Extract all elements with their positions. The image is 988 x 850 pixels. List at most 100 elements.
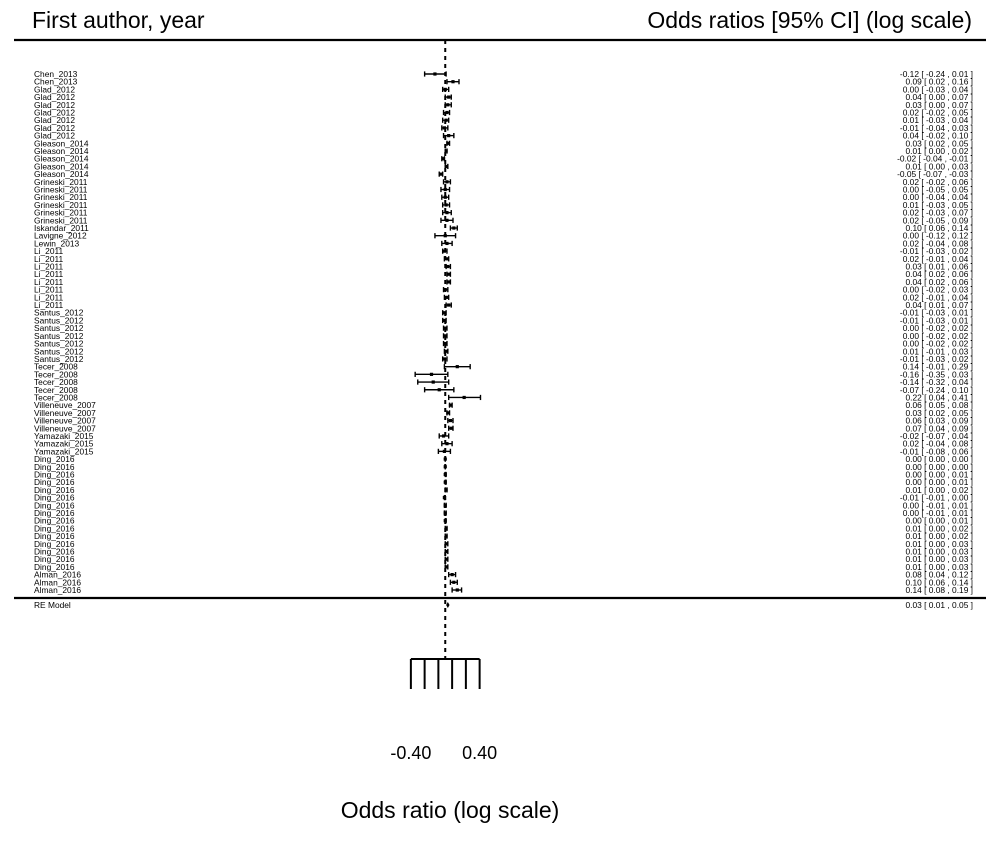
point-estimate [442, 495, 446, 500]
study-row: Gleason_2014 0.01 [ 0.00 , 0.03 ] [34, 161, 973, 171]
study-estimate-text: -0.01 [ -0.01 , 0.00 ] [900, 493, 973, 503]
summary-estimate-text: 0.03 [ 0.01 , 0.05 ] [905, 600, 973, 610]
study-estimate-text: -0.01 [ -0.03 , 0.01 ] [900, 308, 973, 318]
study-label: Ding_2016 [34, 493, 75, 503]
point-estimate [447, 280, 451, 284]
study-label: Ding_2016 [34, 523, 75, 533]
study-row: Ding_2016 0.00 [ 0.00 , 0.01 ] [34, 477, 973, 487]
point-estimate [444, 203, 448, 207]
point-estimate [445, 295, 449, 299]
study-estimate-text: 0.03 [ 0.02 , 0.05 ] [905, 408, 973, 418]
study-estimate-text: 0.00 [ -0.02 , 0.02 ] [903, 331, 973, 341]
study-row: Li_2011 0.04 [ 0.02 , 0.06 ] [34, 277, 973, 287]
point-estimate [443, 87, 447, 92]
study-label: Yamazaki_2015 [34, 431, 94, 441]
study-row: Santus_2012 0.00 [ -0.02 , 0.02 ] [34, 339, 973, 349]
point-estimate [441, 434, 446, 438]
study-label: Li_2011 [34, 277, 64, 287]
study-row: Alman_2016 0.08 [ 0.04 , 0.12 ] [34, 570, 973, 580]
study-row: Santus_2012 -0.01 [ -0.03 , 0.01 ] [34, 315, 973, 325]
study-row: Santus_2012 -0.01 [ -0.03 , 0.02 ] [34, 354, 973, 364]
header-first-author: First author, year [32, 7, 205, 33]
study-label: Santus_2012 [34, 354, 84, 364]
x-axis-label: Odds ratio (log scale) [341, 797, 560, 823]
point-estimate [446, 411, 450, 415]
study-estimate-text: 0.01 [ 0.00 , 0.02 ] [905, 146, 973, 156]
study-row: Santus_2012 0.00 [ -0.02 , 0.02 ] [34, 331, 973, 341]
study-label: Gleason_2014 [34, 154, 89, 164]
study-row: Ding_2016 0.01 [ 0.00 , 0.03 ] [34, 546, 973, 556]
x-axis: -0.40 0.40 [390, 658, 497, 763]
point-estimate [443, 457, 447, 461]
study-row: Tecer_2008 0.14 [ -0.01 , 0.29 ] [34, 362, 973, 372]
study-estimate-text: -0.05 [ -0.07 , -0.03 ] [897, 169, 973, 179]
study-estimate-text: 0.01 [ 0.00 , 0.02 ] [905, 523, 973, 533]
study-row: Ding_2016 0.00 [ -0.01 , 0.01 ] [34, 500, 973, 510]
study-row: Santus_2012 0.00 [ -0.02 , 0.02 ] [34, 323, 973, 333]
study-estimate-text: 0.01 [ 0.00 , 0.03 ] [905, 161, 973, 171]
study-row: Tecer_2008 -0.16 [ -0.35 , 0.03 ] [34, 369, 973, 379]
point-estimate [444, 526, 448, 530]
study-estimate-text: 0.00 [ -0.03 , 0.04 ] [903, 84, 973, 94]
point-estimate [444, 542, 448, 546]
point-estimate [445, 257, 449, 261]
study-estimate-text: 0.00 [ -0.04 , 0.04 ] [903, 192, 973, 202]
study-label: Grineski_2011 [34, 185, 88, 195]
study-row: Glad_2012 0.01 [ -0.03 , 0.04 ] [34, 115, 973, 125]
point-estimate [450, 572, 454, 577]
study-label: Glad_2012 [34, 92, 75, 102]
study-row: Chen_2013 0.09 [ 0.02 , 0.16 ] [34, 77, 973, 87]
study-row: Villeneuve_2007 0.03 [ 0.02 , 0.05 ] [34, 408, 973, 418]
study-estimate-text: 0.01 [ -0.03 , 0.04 ] [903, 115, 973, 125]
study-row: Glad_2012 0.04 [ -0.02 , 0.10 ] [34, 131, 973, 141]
study-estimate-text: 0.04 [ 0.01 , 0.07 ] [905, 300, 973, 310]
summary-label: RE Model [34, 600, 71, 610]
study-estimate-text: -0.01 [ -0.03 , 0.01 ] [900, 315, 973, 325]
study-row: Glad_2012 0.00 [ -0.03 , 0.04 ] [34, 84, 973, 94]
study-label: Villeneuve_2007 [34, 408, 96, 418]
study-row: Ding_2016 0.00 [ 0.00 , 0.01 ] [34, 516, 973, 526]
point-estimate [433, 72, 437, 76]
study-label: Glad_2012 [34, 115, 75, 125]
study-label: Alman_2016 [34, 570, 81, 580]
study-label: Grineski_2011 [34, 215, 88, 225]
study-estimate-text: 0.00 [ -0.02 , 0.02 ] [903, 323, 973, 333]
study-label: Ding_2016 [34, 554, 75, 564]
study-estimate-text: -0.12 [ -0.24 , 0.01 ] [900, 69, 973, 79]
study-estimate-text: 0.04 [ 0.02 , 0.06 ] [905, 277, 973, 287]
study-estimate-text: 0.02 [ -0.04 , 0.08 ] [903, 238, 973, 248]
study-estimate-text: -0.01 [ -0.08 , 0.06 ] [900, 446, 973, 456]
study-estimate-text: 0.06 [ 0.05 , 0.08 ] [905, 400, 973, 410]
study-label: Ding_2016 [34, 454, 75, 464]
study-label: Ding_2016 [34, 508, 75, 518]
study-row: Tecer_2008 -0.14 [ -0.32 , 0.04 ] [34, 377, 973, 387]
study-estimate-text: 0.00 [ -0.12 , 0.12 ] [903, 231, 973, 241]
study-estimate-text: 0.01 [ 0.00 , 0.03 ] [905, 546, 973, 556]
study-estimate-text: 0.06 [ 0.03 , 0.09 ] [905, 416, 973, 426]
study-label: Tecer_2008 [34, 377, 78, 387]
study-label: Ding_2016 [34, 539, 75, 549]
point-estimate [443, 341, 447, 346]
point-estimate [442, 311, 446, 315]
study-estimate-text: 0.00 [ 0.00 , 0.00 ] [905, 454, 973, 464]
study-estimate-text: 0.01 [ 0.00 , 0.02 ] [905, 485, 973, 495]
point-estimate [443, 472, 447, 477]
point-estimate [443, 465, 447, 469]
study-row: Ding_2016 0.01 [ 0.00 , 0.03 ] [34, 562, 973, 572]
study-label: Li_2011 [34, 262, 64, 272]
study-label: Tecer_2008 [34, 385, 78, 395]
study-label: Yamazaki_2015 [34, 439, 94, 449]
study-row: Li_2011 0.00 [ -0.02 , 0.03 ] [34, 285, 973, 295]
study-label: Li_2011 [34, 269, 64, 279]
study-label: Grineski_2011 [34, 192, 88, 202]
study-label: Santus_2012 [34, 323, 84, 333]
study-estimate-text: 0.00 [ -0.05 , 0.05 ] [903, 185, 973, 195]
study-label: Alman_2016 [34, 577, 81, 587]
study-label: Villeneuve_2007 [34, 423, 96, 433]
study-estimate-text: 0.00 [ 0.00 , 0.01 ] [905, 477, 973, 487]
point-estimate [431, 380, 435, 384]
study-label: Ding_2016 [34, 562, 75, 572]
study-row: Villeneuve_2007 0.06 [ 0.05 , 0.08 ] [34, 400, 973, 410]
study-label: Li_2011 [34, 254, 64, 264]
